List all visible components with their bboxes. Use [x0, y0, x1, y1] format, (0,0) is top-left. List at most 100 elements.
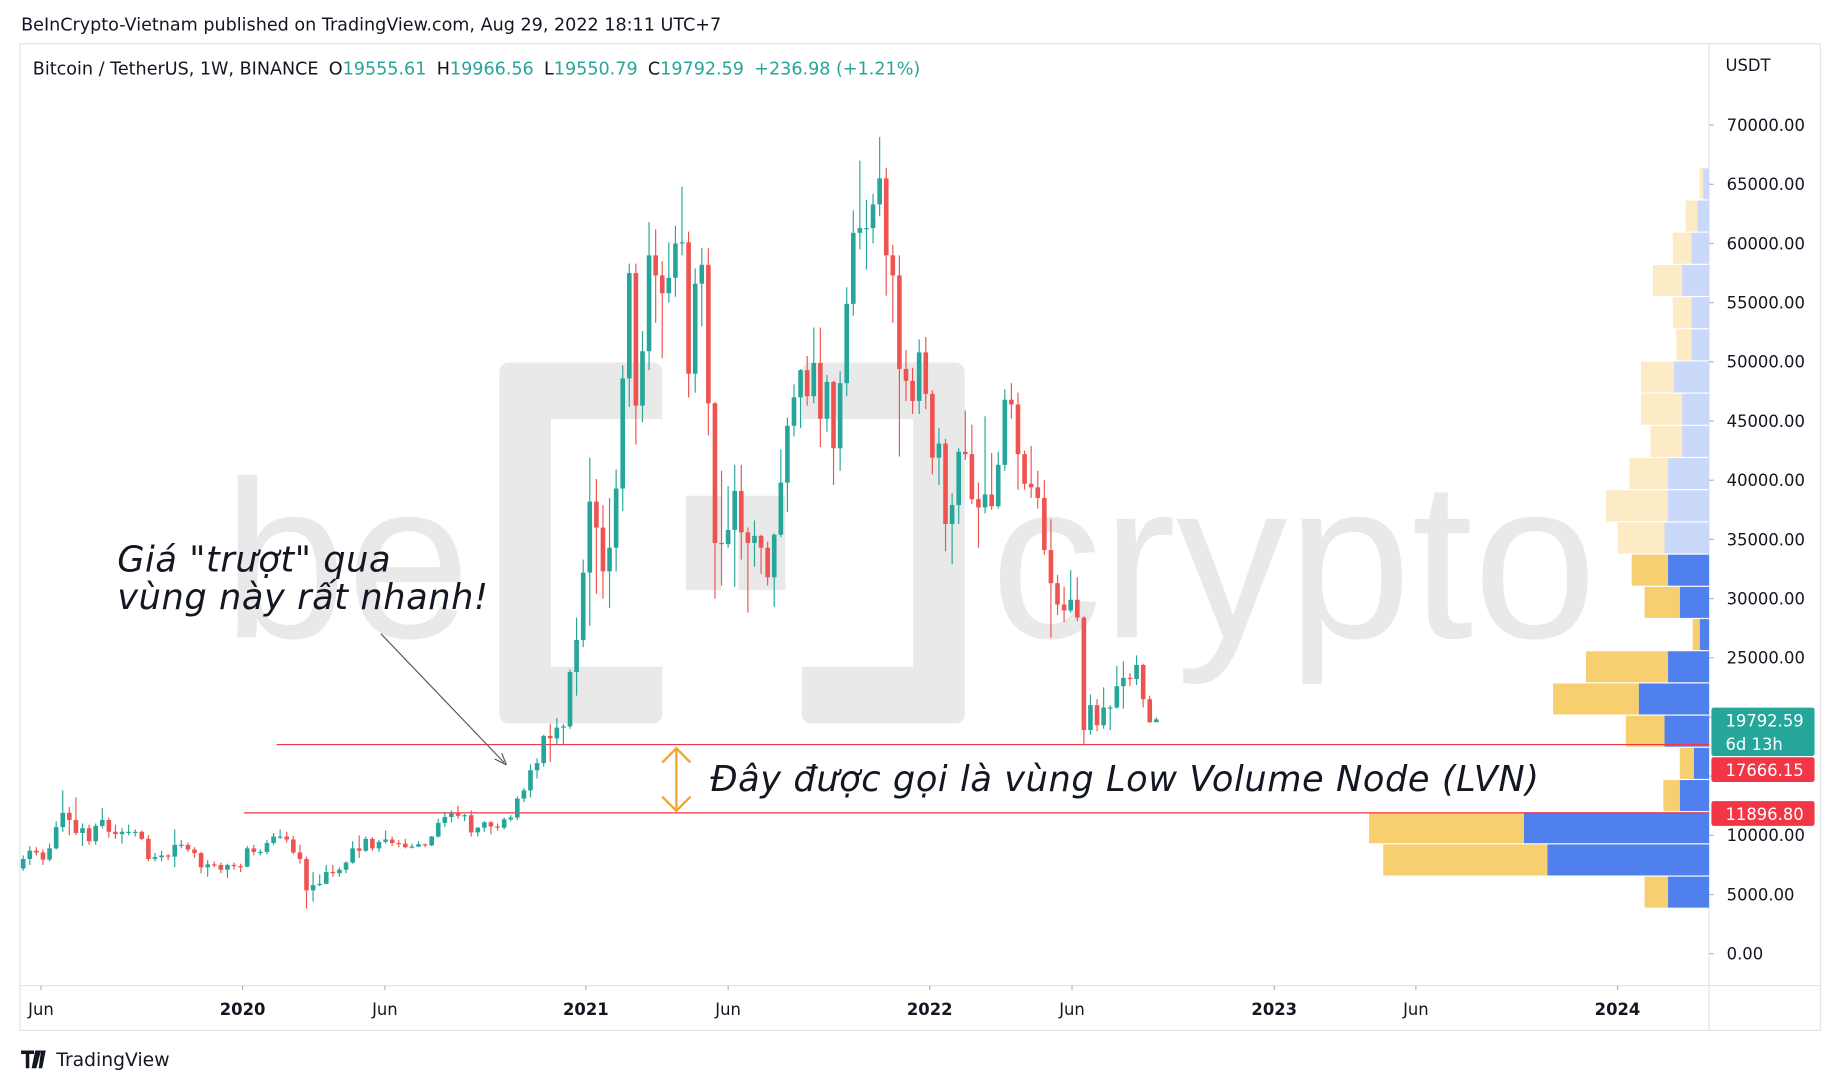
candle-body	[1002, 399, 1008, 465]
candle-body	[152, 857, 158, 860]
candle-body	[1068, 599, 1073, 611]
candle-body	[791, 397, 797, 426]
candle-body	[613, 488, 619, 548]
volume-down	[1668, 876, 1710, 908]
candle-body	[99, 819, 105, 826]
watermark-text: be	[223, 436, 471, 686]
candle-body	[692, 283, 698, 374]
candle-body	[811, 363, 817, 397]
candle-body	[627, 273, 632, 379]
volume-down	[1668, 458, 1710, 490]
candle-body	[356, 848, 362, 851]
candle-body	[1022, 454, 1027, 484]
candle-body	[1147, 699, 1153, 723]
y-tick-label: 40000.00	[1727, 471, 1805, 490]
candle-body	[350, 848, 355, 863]
candle-body	[864, 228, 869, 230]
candle-body	[1048, 550, 1054, 584]
y-tick-label: 45000.00	[1727, 412, 1805, 431]
candle-body	[1055, 583, 1060, 605]
volume-down	[1691, 329, 1710, 361]
candle-body	[53, 827, 59, 849]
y-tick-label: 60000.00	[1727, 234, 1805, 253]
candle-body	[73, 819, 79, 833]
candle-body	[916, 352, 922, 401]
candle-body	[574, 640, 579, 672]
candle-body	[995, 464, 1001, 507]
candle-body	[416, 844, 421, 847]
volume-down	[1638, 683, 1710, 715]
candle-body	[785, 425, 790, 483]
candle-body	[172, 844, 178, 857]
candle-body	[238, 866, 243, 868]
candle-body	[1127, 677, 1133, 680]
candle-body	[258, 851, 263, 854]
candle-body	[1081, 617, 1087, 730]
candle-body	[850, 232, 856, 304]
candle-body	[67, 812, 72, 820]
volume-down	[1691, 297, 1710, 329]
candle-body	[1009, 399, 1014, 405]
candle-body	[317, 883, 322, 886]
candle-body	[132, 831, 138, 833]
x-tick-label: Jun	[714, 1000, 741, 1019]
candle-body	[244, 848, 250, 867]
volume-down	[1682, 393, 1710, 425]
volume-down	[1673, 361, 1710, 393]
candle-body	[40, 852, 46, 860]
candle-body	[297, 852, 303, 860]
candle-body	[969, 454, 975, 500]
candle-body	[80, 828, 85, 833]
y-tick-label: 55000.00	[1727, 294, 1805, 313]
candle-body	[752, 535, 757, 543]
candle-body	[1074, 599, 1080, 618]
volume-down	[1682, 425, 1710, 457]
volume-up	[1644, 586, 1680, 618]
candle-body	[113, 831, 118, 835]
candle-body	[844, 303, 850, 384]
level-box	[1711, 757, 1815, 782]
volume-up	[1672, 297, 1692, 329]
candle-body	[923, 352, 929, 394]
candle-body	[877, 178, 882, 205]
candle-body	[956, 451, 962, 506]
change: +236.98 (+1.21%)	[754, 59, 920, 79]
candle-body	[271, 836, 276, 844]
x-tick-label: 2022	[907, 1000, 953, 1019]
candle-body	[567, 671, 573, 727]
candle-body	[679, 242, 685, 244]
brand: TradingView	[55, 1050, 169, 1071]
candle-body	[837, 383, 843, 449]
candle-body	[508, 817, 514, 820]
volume-down	[1697, 200, 1710, 232]
ohlc-value: 19555.61	[343, 59, 427, 79]
volume-down	[1693, 747, 1710, 779]
candle-body	[264, 843, 270, 852]
candle-body	[706, 264, 711, 404]
candle-body	[640, 351, 645, 406]
candle-body	[93, 825, 98, 842]
volume-up	[1625, 715, 1665, 747]
ohlc-label: C	[648, 59, 660, 79]
candle-body	[982, 494, 988, 508]
y-tick-label: 65000.00	[1727, 175, 1805, 194]
candle-body	[943, 443, 948, 525]
candle-body	[758, 535, 764, 548]
volume-down	[1699, 619, 1710, 651]
volume-up	[1629, 458, 1669, 490]
symbol: Bitcoin / TetherUS, 1W, BINANCE	[33, 59, 319, 79]
candle-body	[949, 505, 955, 525]
volume-down	[1682, 264, 1710, 296]
candle-body	[468, 815, 474, 833]
candle-body	[488, 822, 494, 827]
candle-body	[903, 368, 909, 381]
candle-body	[192, 849, 197, 854]
ohlc-label: O	[329, 59, 343, 79]
candle-body	[146, 838, 151, 860]
volume-down	[1664, 715, 1710, 747]
level-label: 11896.80	[1725, 805, 1803, 824]
annotation-arrowhead	[494, 752, 507, 766]
x-tick-label: 2024	[1595, 1000, 1641, 1019]
volume-up	[1641, 361, 1674, 393]
